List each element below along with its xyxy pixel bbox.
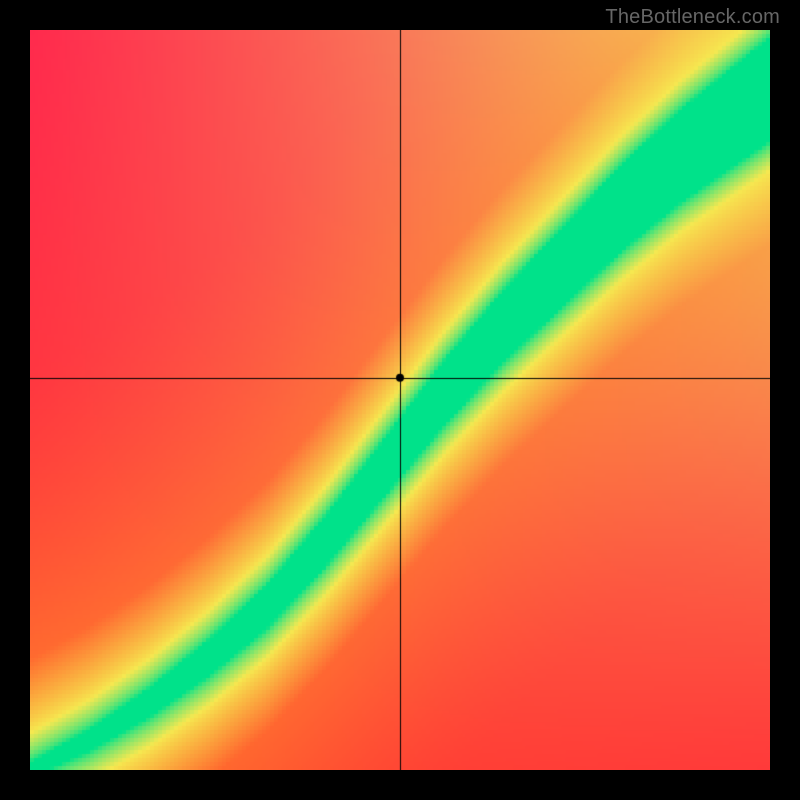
bottleneck-heatmap <box>30 30 770 770</box>
watermark-text: TheBottleneck.com <box>605 6 780 29</box>
chart-container: TheBottleneck.com <box>0 0 800 800</box>
